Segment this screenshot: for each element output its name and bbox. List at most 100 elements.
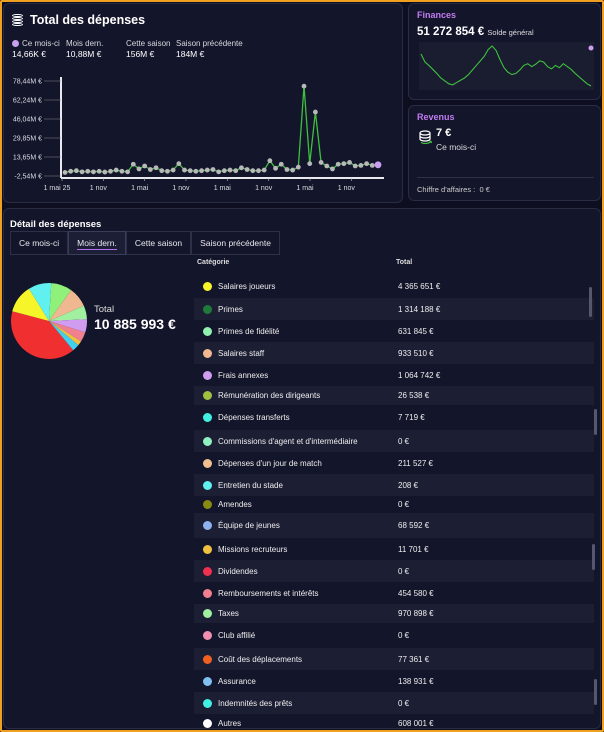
category-cell: Assurance <box>194 676 398 686</box>
data-point[interactable] <box>170 167 176 173</box>
finances-sparkline <box>419 42 594 90</box>
x-tick-label: 1 mai <box>296 185 314 192</box>
data-point[interactable] <box>261 167 267 173</box>
data-point[interactable] <box>108 168 113 174</box>
data-point[interactable] <box>250 168 256 174</box>
data-point[interactable] <box>324 163 330 169</box>
data-point[interactable] <box>210 167 216 172</box>
category-name: Salaires joueurs <box>218 282 276 291</box>
data-point[interactable] <box>102 169 108 175</box>
data-point[interactable] <box>165 168 170 174</box>
finances-panel[interactable]: Finances 51 272 854 € Solde général <box>408 3 601 100</box>
pie-slice[interactable] <box>49 321 86 342</box>
data-point[interactable] <box>125 169 130 175</box>
data-point[interactable] <box>193 168 199 174</box>
data-point[interactable] <box>142 163 148 169</box>
data-point[interactable] <box>341 161 347 167</box>
data-point[interactable] <box>278 161 284 167</box>
pie-slice[interactable] <box>49 321 79 351</box>
pie-slice[interactable] <box>49 305 87 321</box>
data-point[interactable] <box>159 168 165 174</box>
data-point[interactable] <box>374 161 382 169</box>
pie-slice[interactable] <box>10 311 74 359</box>
period-tabs: Ce mois-ci Mois dern. Cette saison Saiso… <box>10 231 280 255</box>
data-point[interactable] <box>313 109 318 115</box>
data-point[interactable] <box>176 161 182 167</box>
category-cell: Salaires joueurs <box>194 282 398 291</box>
data-point[interactable] <box>358 162 364 168</box>
table-row: Équipe de jeunes 68 592 € <box>194 513 594 538</box>
tab-last-month[interactable]: Mois dern. <box>68 231 126 255</box>
data-point[interactable] <box>364 161 370 167</box>
data-point[interactable] <box>62 170 68 175</box>
pie-slice[interactable] <box>49 319 87 333</box>
data-point[interactable] <box>273 165 278 171</box>
color-dot-icon <box>203 566 212 576</box>
color-dot-icon <box>203 609 212 618</box>
data-point[interactable] <box>221 168 227 174</box>
pie-slice[interactable] <box>12 288 49 321</box>
x-tick-label: 1 nov <box>255 185 273 192</box>
data-point[interactable] <box>267 158 273 164</box>
data-point[interactable] <box>290 167 296 173</box>
category-cell: Remboursements et intérêts <box>194 588 398 598</box>
data-point[interactable] <box>113 167 119 173</box>
data-point[interactable] <box>130 161 136 167</box>
data-point[interactable] <box>352 163 358 169</box>
data-point[interactable] <box>295 164 301 170</box>
revenues-panel[interactable]: Revenus 7 € Ce mois-ci Chiffre d'affaire… <box>408 105 601 201</box>
data-point[interactable] <box>153 165 159 171</box>
expenses-header: Total des dépenses <box>12 13 145 27</box>
scrollbar-thumb[interactable] <box>594 409 597 435</box>
data-point[interactable] <box>199 168 204 174</box>
total-cell: 77 361 € <box>398 654 430 664</box>
table-row: Coût des déplacements 77 361 € <box>194 648 594 670</box>
data-point[interactable] <box>347 160 352 165</box>
data-point[interactable] <box>307 161 313 167</box>
pie-slice[interactable] <box>49 321 82 346</box>
data-point[interactable] <box>204 167 210 173</box>
data-point[interactable] <box>182 167 187 173</box>
category-name: Coût des déplacements <box>218 654 303 664</box>
data-point[interactable] <box>96 168 102 174</box>
data-point[interactable] <box>79 169 85 175</box>
scrollbar-thumb[interactable] <box>592 544 595 570</box>
data-point[interactable] <box>136 166 142 172</box>
pie-slice[interactable] <box>28 283 52 321</box>
data-point[interactable] <box>187 168 193 174</box>
x-tick-label: 1 nov <box>90 185 108 192</box>
total-cell: 0 € <box>398 566 410 576</box>
category-cell: Salaires staff <box>194 348 398 358</box>
data-point[interactable] <box>301 83 307 89</box>
x-tick-label: 1 mai 25 <box>44 185 71 192</box>
tab-this-month[interactable]: Ce mois-ci <box>10 231 69 255</box>
data-point[interactable] <box>369 162 375 168</box>
data-point[interactable] <box>233 168 239 174</box>
data-point[interactable] <box>147 167 153 172</box>
data-point[interactable] <box>244 167 250 172</box>
tab-this-season[interactable]: Cette saison <box>125 231 192 255</box>
data-point[interactable] <box>68 168 74 174</box>
total-cell: 7 719 € <box>398 413 425 422</box>
data-point[interactable] <box>216 169 222 175</box>
data-point[interactable] <box>256 168 261 174</box>
total-cell: 933 510 € <box>398 348 434 358</box>
data-point[interactable] <box>284 167 290 172</box>
category-cell: Club affilié <box>194 631 398 640</box>
pie-slice[interactable] <box>49 290 84 321</box>
tab-last-season[interactable]: Saison précédente <box>191 231 280 255</box>
scrollbar-thumb[interactable] <box>594 679 597 705</box>
data-point[interactable] <box>91 169 96 175</box>
data-point[interactable] <box>318 160 324 165</box>
scrollbar-thumb[interactable] <box>589 287 592 317</box>
data-point[interactable] <box>73 168 79 174</box>
total-cell: 970 898 € <box>398 609 434 618</box>
data-point[interactable] <box>335 161 341 167</box>
category-cell: Missions recruteurs <box>194 544 398 554</box>
data-point[interactable] <box>85 168 91 174</box>
data-point[interactable] <box>119 168 125 174</box>
pie-slice[interactable] <box>49 283 72 321</box>
data-point[interactable] <box>227 167 233 173</box>
data-point[interactable] <box>239 165 244 171</box>
data-point[interactable] <box>330 166 335 172</box>
